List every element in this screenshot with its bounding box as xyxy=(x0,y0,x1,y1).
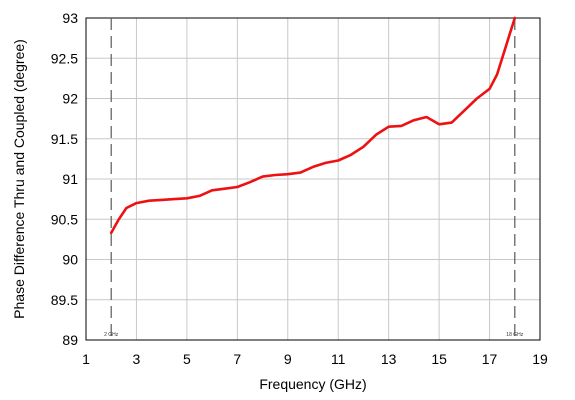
x-tick-label: 7 xyxy=(233,351,241,367)
marker-label: 2 GHz xyxy=(104,332,119,338)
x-tick-label: 3 xyxy=(133,351,141,367)
y-tick-label: 93 xyxy=(62,10,78,26)
series-line xyxy=(109,16,517,235)
y-tick-label: 91.5 xyxy=(51,131,78,147)
x-tick-label: 17 xyxy=(482,351,498,367)
frequency-markers: 2 GHz 18 GHz xyxy=(104,18,524,340)
x-tick-label: 1 xyxy=(82,351,90,367)
y-tick-label: 90.5 xyxy=(51,211,78,227)
x-tick-label: 19 xyxy=(532,351,548,367)
x-tick-labels: 1 3 5 7 9 11 13 15 17 19 xyxy=(82,351,548,367)
y-tick-label: 92.5 xyxy=(51,50,78,66)
y-tick-label: 90 xyxy=(62,252,78,268)
y-axis-label: Phase Difference Thru and Coupled (degre… xyxy=(11,39,27,319)
marker-label: 18 GHz xyxy=(506,332,523,338)
series-group xyxy=(109,16,517,235)
x-tick-label: 11 xyxy=(331,351,346,367)
y-tick-labels: 89 89.5 90 90.5 91 91.5 92 92.5 93 xyxy=(51,10,78,348)
y-tick-label: 91 xyxy=(62,171,78,187)
x-tick-label: 13 xyxy=(381,351,397,367)
y-tick-label: 89.5 xyxy=(51,292,78,308)
x-axis-label: Frequency (GHz) xyxy=(259,376,366,392)
grid-lines xyxy=(85,17,541,341)
y-tick-label: 92 xyxy=(62,91,78,107)
x-tick-label: 9 xyxy=(284,351,292,367)
plot-frame xyxy=(85,17,541,341)
y-tick-label: 89 xyxy=(62,332,78,348)
x-tick-label: 5 xyxy=(183,351,191,367)
x-tick-label: 15 xyxy=(431,351,447,367)
